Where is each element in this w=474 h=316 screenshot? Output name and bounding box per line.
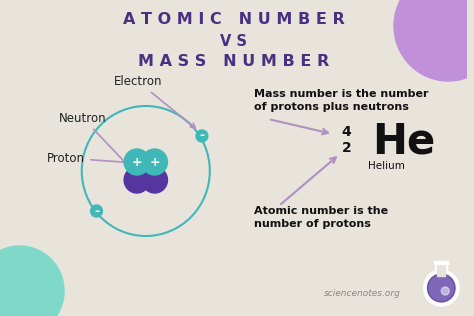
Text: Atomic number is the: Atomic number is the [254, 206, 388, 216]
Text: Neutron: Neutron [59, 112, 135, 173]
Circle shape [424, 270, 459, 306]
Circle shape [441, 287, 449, 295]
Circle shape [124, 167, 150, 193]
Bar [434, 261, 448, 264]
Text: +: + [132, 155, 142, 168]
Text: sciencenotes.org: sciencenotes.org [324, 289, 401, 299]
Text: 2: 2 [342, 141, 352, 155]
Text: He: He [373, 120, 436, 162]
Text: M A S S   N U M B E R: M A S S N U M B E R [138, 53, 329, 69]
Circle shape [91, 205, 102, 217]
Circle shape [142, 167, 167, 193]
Bar [438, 262, 445, 276]
Text: Electron: Electron [114, 75, 195, 128]
Circle shape [124, 149, 150, 175]
Text: 4: 4 [342, 125, 352, 139]
Text: Helium: Helium [368, 161, 405, 171]
Text: A T O M I C   N U M B E R: A T O M I C N U M B E R [123, 13, 344, 27]
Text: number of protons: number of protons [254, 219, 371, 229]
Text: V S: V S [220, 33, 247, 48]
Circle shape [196, 130, 208, 142]
Circle shape [394, 0, 474, 81]
Circle shape [0, 246, 64, 316]
Circle shape [142, 149, 167, 175]
Text: of protons plus neutrons: of protons plus neutrons [254, 102, 409, 112]
Circle shape [428, 274, 455, 302]
Text: Mass number is the number: Mass number is the number [254, 89, 428, 99]
Bar [436, 262, 447, 276]
Text: -: - [94, 204, 99, 217]
Text: +: + [149, 155, 160, 168]
Text: Proton: Proton [47, 151, 131, 165]
Text: -: - [200, 130, 204, 143]
